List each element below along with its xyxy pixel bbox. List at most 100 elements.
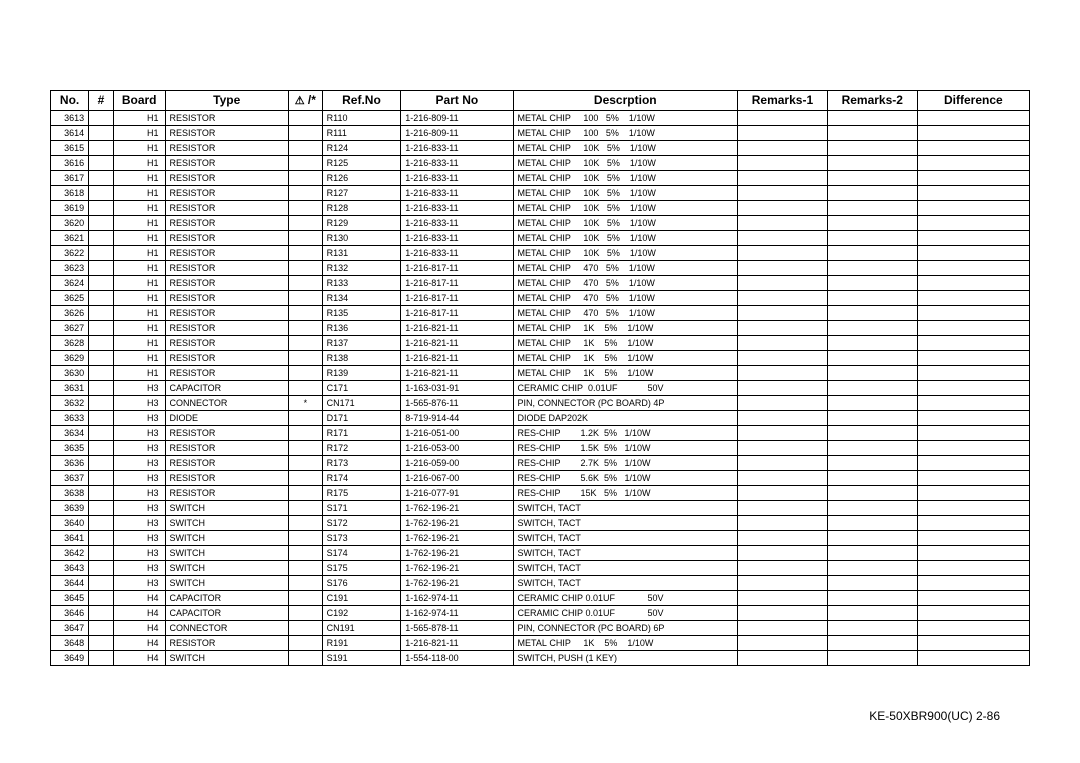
table-row: 3637H3RESISTORR1741-216-067-00RES-CHIP 5… (51, 470, 1030, 485)
cell-type: SWITCH (165, 545, 288, 560)
cell-ref: R133 (322, 275, 401, 290)
cell-warn (288, 620, 322, 635)
cell-desc: METAL CHIP 1K 5% 1/10W (513, 320, 738, 335)
cell-r2 (827, 440, 917, 455)
table-body: 3613H1RESISTORR1101-216-809-11METAL CHIP… (51, 110, 1030, 665)
cell-type: RESISTOR (165, 275, 288, 290)
cell-hash (89, 365, 114, 380)
cell-type: RESISTOR (165, 215, 288, 230)
cell-hash (89, 650, 114, 665)
cell-board: H1 (113, 275, 165, 290)
cell-warn (288, 320, 322, 335)
cell-desc: METAL CHIP 10K 5% 1/10W (513, 230, 738, 245)
cell-r2 (827, 620, 917, 635)
cell-part: 1-762-196-21 (401, 530, 513, 545)
cell-type: CAPACITOR (165, 605, 288, 620)
cell-hash (89, 110, 114, 125)
cell-r1 (738, 275, 828, 290)
cell-type: SWITCH (165, 530, 288, 545)
cell-no: 3644 (51, 575, 89, 590)
cell-warn (288, 350, 322, 365)
cell-board: H1 (113, 290, 165, 305)
cell-diff (917, 290, 1029, 305)
cell-diff (917, 260, 1029, 275)
cell-type: SWITCH (165, 575, 288, 590)
cell-type: SWITCH (165, 500, 288, 515)
cell-diff (917, 215, 1029, 230)
header-hash: # (89, 91, 114, 111)
cell-ref: R173 (322, 455, 401, 470)
cell-desc: METAL CHIP 10K 5% 1/10W (513, 185, 738, 200)
cell-type: RESISTOR (165, 200, 288, 215)
cell-r1 (738, 395, 828, 410)
cell-hash (89, 170, 114, 185)
cell-type: RESISTOR (165, 305, 288, 320)
cell-no: 3617 (51, 170, 89, 185)
cell-warn (288, 485, 322, 500)
cell-r1 (738, 560, 828, 575)
cell-warn (288, 590, 322, 605)
cell-part: 1-216-833-11 (401, 155, 513, 170)
cell-type: RESISTOR (165, 110, 288, 125)
cell-diff (917, 500, 1029, 515)
table-row: 3622H1RESISTORR1311-216-833-11METAL CHIP… (51, 245, 1030, 260)
cell-r2 (827, 455, 917, 470)
warning-icon: ⚠ (295, 95, 305, 107)
cell-ref: R126 (322, 170, 401, 185)
cell-diff (917, 110, 1029, 125)
cell-ref: R137 (322, 335, 401, 350)
cell-type: RESISTOR (165, 290, 288, 305)
cell-ref: R125 (322, 155, 401, 170)
table-row: 3631H3CAPACITORC1711-163-031-91CERAMIC C… (51, 380, 1030, 395)
cell-board: H3 (113, 560, 165, 575)
cell-ref: S176 (322, 575, 401, 590)
cell-hash (89, 530, 114, 545)
cell-hash (89, 455, 114, 470)
cell-no: 3620 (51, 215, 89, 230)
cell-desc: SWITCH, TACT (513, 545, 738, 560)
cell-part: 1-163-031-91 (401, 380, 513, 395)
cell-no: 3637 (51, 470, 89, 485)
cell-type: RESISTOR (165, 125, 288, 140)
cell-part: 1-216-817-11 (401, 290, 513, 305)
cell-hash (89, 125, 114, 140)
cell-desc: METAL CHIP 470 5% 1/10W (513, 290, 738, 305)
cell-board: H3 (113, 410, 165, 425)
cell-diff (917, 170, 1029, 185)
cell-ref: R172 (322, 440, 401, 455)
cell-r2 (827, 170, 917, 185)
cell-warn (288, 335, 322, 350)
table-row: 3639H3SWITCHS1711-762-196-21SWITCH, TACT (51, 500, 1030, 515)
cell-hash (89, 485, 114, 500)
cell-desc: METAL CHIP 10K 5% 1/10W (513, 170, 738, 185)
cell-no: 3638 (51, 485, 89, 500)
cell-r2 (827, 380, 917, 395)
cell-r2 (827, 590, 917, 605)
cell-type: RESISTOR (165, 350, 288, 365)
cell-ref: C191 (322, 590, 401, 605)
cell-part: 1-216-067-00 (401, 470, 513, 485)
cell-board: H1 (113, 230, 165, 245)
cell-diff (917, 440, 1029, 455)
cell-r2 (827, 395, 917, 410)
cell-r2 (827, 335, 917, 350)
cell-type: SWITCH (165, 560, 288, 575)
cell-desc: METAL CHIP 1K 5% 1/10W (513, 350, 738, 365)
cell-board: H3 (113, 380, 165, 395)
cell-board: H1 (113, 320, 165, 335)
cell-type: CONNECTOR (165, 395, 288, 410)
cell-type: SWITCH (165, 515, 288, 530)
cell-board: H1 (113, 365, 165, 380)
cell-desc: CERAMIC CHIP 0.01UF 50V (513, 590, 738, 605)
cell-hash (89, 515, 114, 530)
cell-part: 1-216-077-91 (401, 485, 513, 500)
cell-part: 1-565-878-11 (401, 620, 513, 635)
cell-warn (288, 560, 322, 575)
cell-hash (89, 500, 114, 515)
cell-r2 (827, 320, 917, 335)
cell-diff (917, 125, 1029, 140)
cell-board: H1 (113, 110, 165, 125)
cell-hash (89, 335, 114, 350)
cell-r2 (827, 635, 917, 650)
cell-desc: SWITCH, TACT (513, 530, 738, 545)
